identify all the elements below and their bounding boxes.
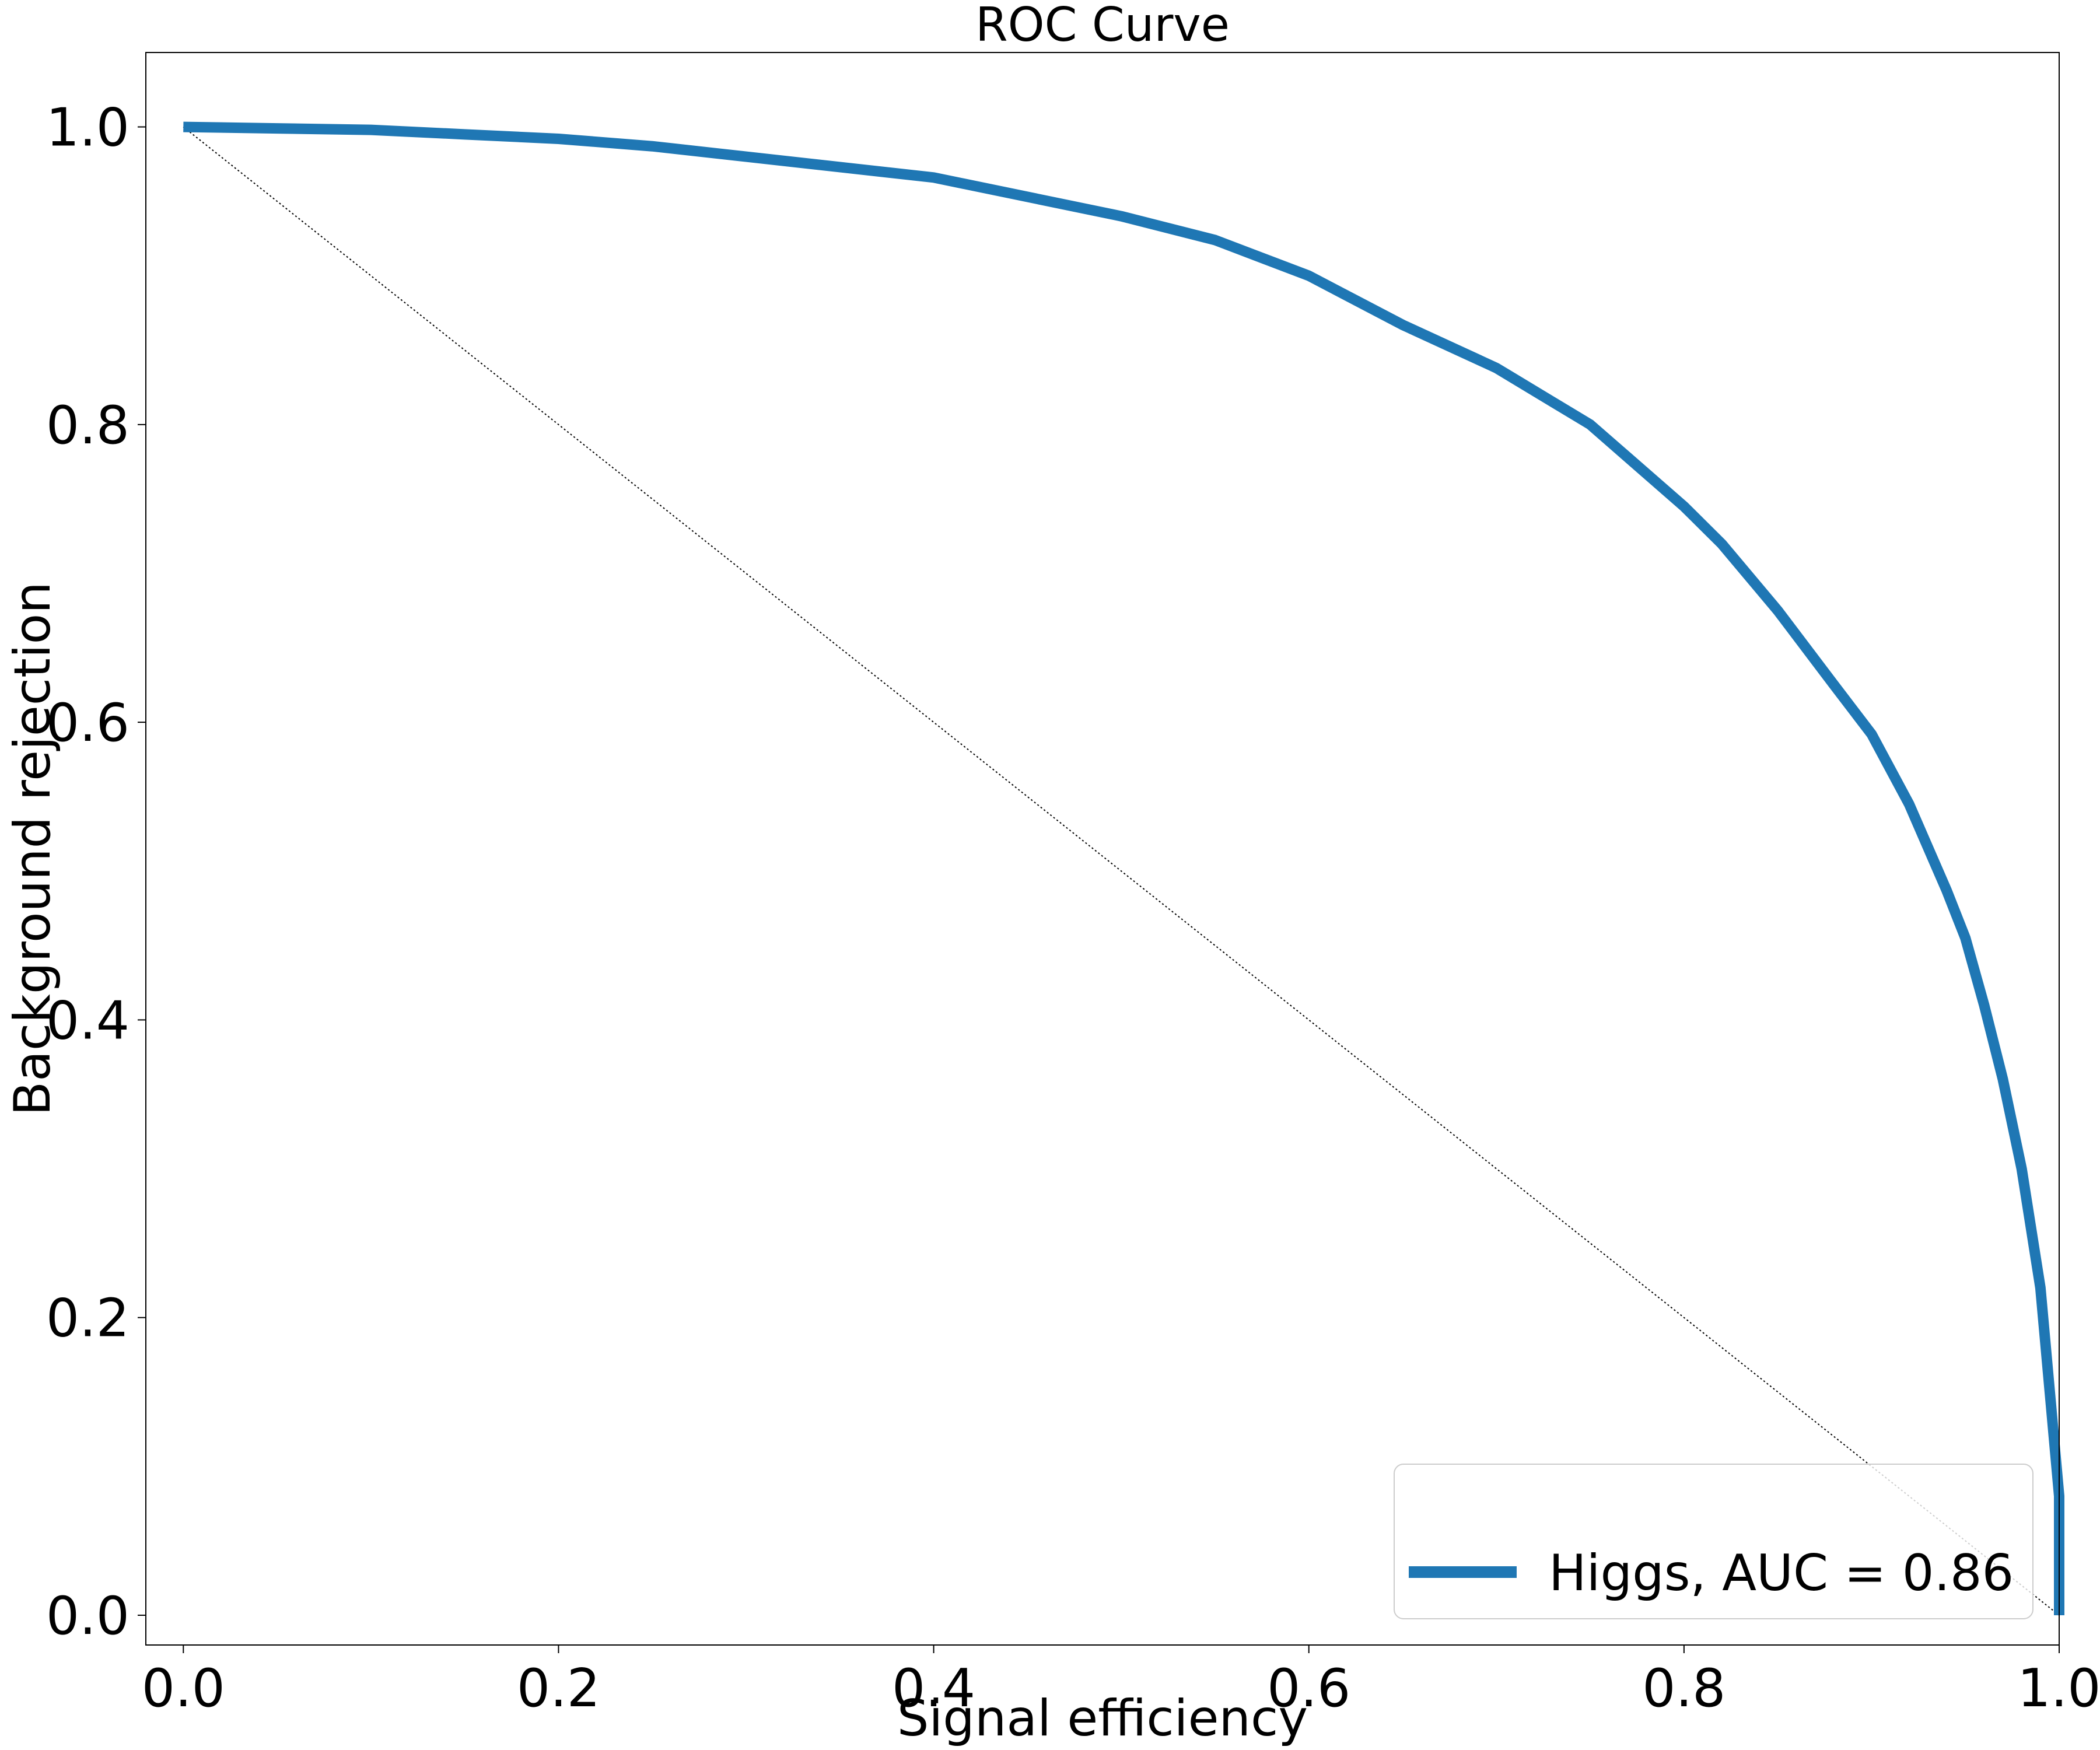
- x-tick-label: 0.2: [517, 1658, 600, 1719]
- y-tick-label: 0.6: [46, 692, 130, 754]
- plot-background: [146, 52, 2059, 1645]
- series-line-higgs: [183, 121, 2064, 1615]
- x-tick-label: 0.0: [142, 1658, 225, 1719]
- x-tick-label: 0.8: [1642, 1658, 1726, 1719]
- x-axis-label: Signal efficiency: [897, 1689, 1308, 1748]
- x-tick-label: 0.6: [1267, 1658, 1350, 1719]
- legend-label-higgs: Higgs, AUC = 0.86: [1549, 1544, 2014, 1602]
- series-diagonal-reference: [183, 126, 2060, 1616]
- series-layer: [183, 121, 2064, 1616]
- plot-frame: [145, 52, 2060, 1646]
- chart-title: ROC Curve: [975, 0, 1230, 52]
- legend: Higgs, AUC = 0.86: [1394, 1464, 2034, 1619]
- x-tick-label: 1.0: [2017, 1658, 2100, 1719]
- y-tick-label: 1.0: [46, 97, 130, 159]
- legend-box: [1394, 1464, 2034, 1619]
- y-tick-label: 0.0: [46, 1586, 130, 1647]
- x-axis: 0.0 0.2 0.4 0.6 0.8 1.0: [142, 1645, 2100, 1719]
- y-tick-label: 0.2: [46, 1288, 130, 1349]
- y-axis-label: Background rejection: [4, 582, 62, 1116]
- y-tick-label: 0.4: [46, 990, 130, 1051]
- x-tick-label: 0.4: [892, 1658, 975, 1719]
- y-axis: 0.0 0.2 0.4 0.6 0.8 1.0: [46, 97, 146, 1647]
- y-tick-label: 0.8: [46, 395, 130, 456]
